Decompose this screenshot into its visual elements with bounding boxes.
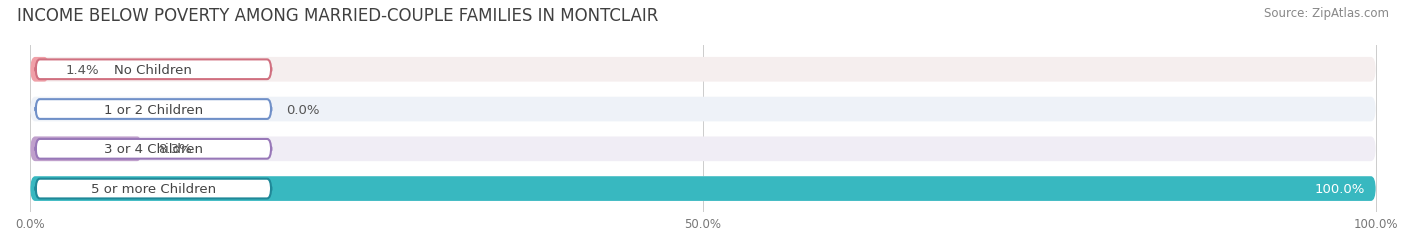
Text: 3 or 4 Children: 3 or 4 Children — [104, 143, 202, 156]
FancyBboxPatch shape — [35, 60, 271, 80]
FancyBboxPatch shape — [31, 137, 1375, 161]
Text: 1 or 2 Children: 1 or 2 Children — [104, 103, 202, 116]
FancyBboxPatch shape — [35, 179, 271, 199]
FancyBboxPatch shape — [31, 97, 1375, 122]
Text: 5 or more Children: 5 or more Children — [91, 182, 217, 195]
FancyBboxPatch shape — [35, 139, 271, 159]
Text: Source: ZipAtlas.com: Source: ZipAtlas.com — [1264, 7, 1389, 20]
Text: 1.4%: 1.4% — [65, 64, 98, 76]
Text: 100.0%: 100.0% — [1315, 182, 1365, 195]
FancyBboxPatch shape — [31, 58, 49, 82]
Text: 0.0%: 0.0% — [285, 103, 319, 116]
Text: 8.3%: 8.3% — [157, 143, 191, 156]
FancyBboxPatch shape — [31, 176, 1375, 201]
Text: No Children: No Children — [114, 64, 193, 76]
FancyBboxPatch shape — [31, 137, 142, 161]
Text: INCOME BELOW POVERTY AMONG MARRIED-COUPLE FAMILIES IN MONTCLAIR: INCOME BELOW POVERTY AMONG MARRIED-COUPL… — [17, 7, 658, 25]
FancyBboxPatch shape — [31, 58, 1375, 82]
FancyBboxPatch shape — [35, 100, 271, 119]
FancyBboxPatch shape — [31, 176, 1375, 201]
